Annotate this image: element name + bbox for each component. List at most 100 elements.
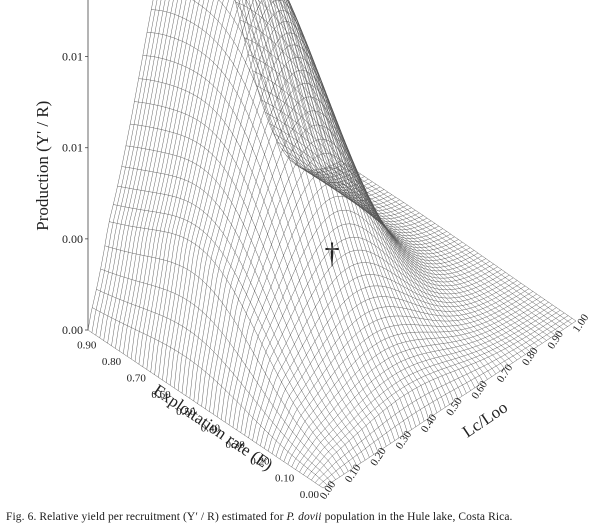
mesh-line-e xyxy=(244,223,498,436)
mesh-line-e xyxy=(318,318,573,486)
mesh-line-lc xyxy=(243,37,480,386)
mesh-line-e xyxy=(138,0,392,365)
mesh-line-lc xyxy=(328,166,564,330)
mesh-line-e xyxy=(264,280,518,449)
mesh-line-e xyxy=(283,293,537,462)
mesh-line-e xyxy=(166,0,420,383)
mesh-line-e xyxy=(173,0,428,388)
mesh-line-e xyxy=(291,299,545,467)
production-tick-label: 0.01 xyxy=(62,141,83,155)
mesh-line-lc xyxy=(92,307,328,486)
mesh-line-lc xyxy=(121,166,357,466)
surface-plot: 0.000.000.010.010.02Production (Y' / R)0… xyxy=(33,0,592,502)
mesh-line-e xyxy=(287,296,541,465)
exploitation-tick-label: 0.10 xyxy=(275,472,295,484)
mesh-line-e xyxy=(236,196,490,431)
mesh-line-e xyxy=(228,167,483,425)
mesh-line-e xyxy=(95,0,349,336)
mesh-line-lc xyxy=(288,0,446,408)
mesh-line-e xyxy=(170,0,424,386)
mesh-line-e xyxy=(126,0,381,357)
mesh-line-e xyxy=(217,124,471,417)
mesh-line-e xyxy=(248,236,502,439)
mesh-line-e xyxy=(256,262,510,444)
mesh-line-lc xyxy=(248,54,484,383)
production-tick-label: 0.01 xyxy=(62,50,83,64)
mesh-line-e xyxy=(260,274,514,446)
exploitation-axis-label: Exploitation rate (E) xyxy=(150,380,276,474)
mesh-line-e xyxy=(107,0,361,344)
mesh-line-e xyxy=(322,320,577,489)
mesh-line-lc xyxy=(218,0,395,441)
production-tick-label: 0.00 xyxy=(62,323,83,337)
mesh-line-e xyxy=(115,0,369,349)
mesh-line-e xyxy=(142,0,396,367)
caption-species: P. dovii xyxy=(286,511,322,523)
lc-tick-label: 0.00 xyxy=(318,479,339,502)
mesh-line-e xyxy=(307,310,561,478)
exploitation-tick-label: 0.50 xyxy=(176,406,196,418)
exploitation-tick-label: 0.90 xyxy=(77,339,97,351)
mesh-line-e xyxy=(119,0,373,352)
mesh-line-e xyxy=(220,138,475,420)
lc-tick-label: 1.00 xyxy=(571,312,592,335)
lc-tick-label: 0.60 xyxy=(469,378,490,401)
mesh-line-e xyxy=(224,153,479,423)
mesh-line-e xyxy=(146,0,400,370)
lc-tick-label: 0.90 xyxy=(545,328,566,351)
mesh-line-e xyxy=(87,0,342,331)
mesh-line-e xyxy=(311,312,565,481)
mesh-line-e xyxy=(154,0,408,375)
mesh-line-e xyxy=(267,283,522,452)
mesh-line-lc xyxy=(307,169,543,344)
mesh-line-lc xyxy=(270,0,463,397)
lc-tick-label: 0.30 xyxy=(393,428,414,451)
exploitation-tick-label: 0.30 xyxy=(226,439,246,451)
mesh-line-e xyxy=(271,285,526,454)
exploitation-tick-label: 0.80 xyxy=(102,356,122,368)
mesh-line-e xyxy=(252,249,506,441)
mesh-line-e xyxy=(240,209,494,433)
mesh-line-lc xyxy=(192,0,391,444)
lc-axis-label: Lc/Loo xyxy=(459,398,511,442)
mesh-line-lc xyxy=(287,0,438,413)
mesh-line-lc xyxy=(256,85,492,377)
mesh-line-e xyxy=(295,302,549,470)
mesh-line-e xyxy=(303,307,557,475)
exploitation-tick-label: 0.20 xyxy=(250,456,270,468)
mesh-line-e xyxy=(279,291,534,460)
figure-caption: Fig. 6. Relative yield per recruitment (… xyxy=(6,511,600,523)
mesh-line-e xyxy=(91,0,346,333)
caption-suffix: population in the Hule lake, Costa Rica. xyxy=(321,511,513,523)
mesh-line-e xyxy=(275,288,530,457)
mesh-line-lc xyxy=(260,99,497,375)
mesh-line-e xyxy=(123,0,377,354)
mesh-line-e xyxy=(134,0,389,362)
mesh-line-lc xyxy=(288,0,442,411)
mesh-line-e xyxy=(111,0,365,346)
lc-tick-label: 0.40 xyxy=(419,412,440,435)
mesh-line-e xyxy=(213,110,467,415)
production-tick-label: 0.00 xyxy=(62,232,83,246)
mesh-line-e xyxy=(299,304,553,473)
mesh-line-e xyxy=(162,0,416,381)
mesh-line-e xyxy=(158,0,412,378)
production-axis-label: Production (Y' / R) xyxy=(33,101,52,231)
mesh-line-e xyxy=(103,0,357,341)
mesh-line-e xyxy=(201,69,455,407)
lc-tick-label: 0.80 xyxy=(520,345,541,368)
exploitation-tick-label: 0.00 xyxy=(300,489,320,501)
mesh-line-lc xyxy=(146,32,383,450)
surface-mesh xyxy=(87,0,577,489)
mesh-line-e xyxy=(209,96,463,412)
mesh-line-e xyxy=(150,0,404,373)
mesh-line-e xyxy=(315,315,569,483)
mesh-line-e xyxy=(130,0,385,360)
mesh-line-lc xyxy=(274,0,421,425)
mesh-line-e xyxy=(177,0,432,391)
mesh-line-e xyxy=(181,10,436,394)
lc-tick-label: 0.10 xyxy=(343,462,364,485)
optimum-marker: † xyxy=(325,237,340,270)
exploitation-tick-label: 0.70 xyxy=(127,373,147,385)
